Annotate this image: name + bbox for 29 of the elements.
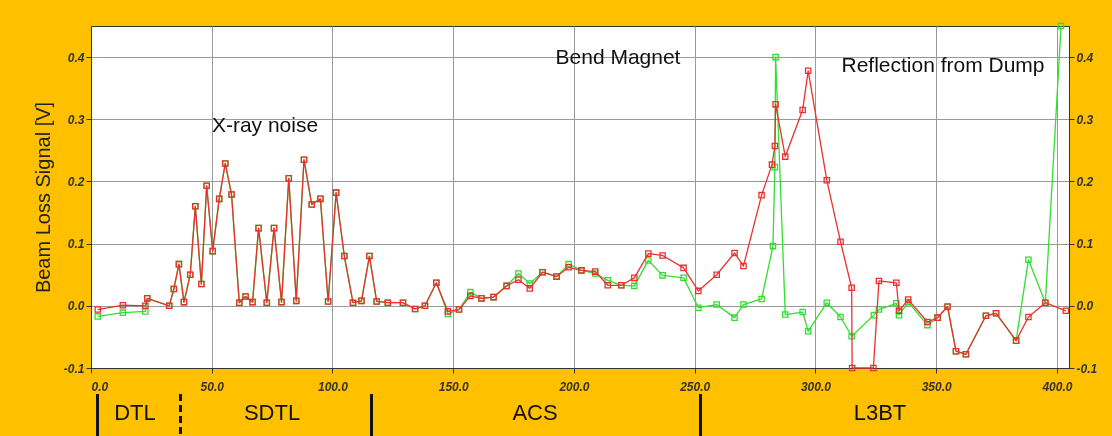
annotation: Reflection from Dump (841, 53, 1045, 76)
x-tick-label: 150.0 (438, 379, 470, 394)
y2-tick-label: -0.1 (1076, 361, 1098, 376)
y-tick-label: 0.0 (67, 299, 85, 314)
y2-tick-label: 0.4 (1076, 50, 1094, 65)
x-tick-label: 250.0 (679, 379, 711, 394)
y-tick-label: 0.3 (67, 112, 85, 127)
y2-tick-label: 0.2 (1076, 174, 1094, 189)
y-tick-label: -0.1 (63, 361, 85, 376)
text: L3BT (853, 400, 907, 426)
text: SDTL (243, 400, 301, 426)
y2-tick-label: 0.3 (1076, 112, 1094, 127)
y2-tick-label: 0.0 (1076, 299, 1094, 314)
x-tick-label: 0.0 (91, 379, 109, 394)
annotation: X-ray noise (211, 113, 319, 136)
y2-tick-label: 0.1 (1076, 237, 1094, 252)
x-tick-label: 300.0 (800, 379, 832, 394)
x-tick-label: 100.0 (317, 379, 349, 394)
y-tick-label: 0.2 (67, 174, 85, 189)
text: DTL (114, 400, 156, 426)
y-axis-title: Beam Loss Signal [V] (31, 101, 54, 294)
y-tick-label: 0.4 (67, 50, 85, 65)
x-tick-label: 50.0 (200, 379, 225, 394)
x-tick-label: 350.0 (921, 379, 953, 394)
y-tick-label: 0.1 (67, 237, 85, 252)
text: ACS (512, 400, 558, 426)
annotation: Bend Magnet (555, 45, 681, 68)
x-tick-label: 400.0 (1041, 379, 1073, 394)
x-tick-label: 200.0 (558, 379, 590, 394)
